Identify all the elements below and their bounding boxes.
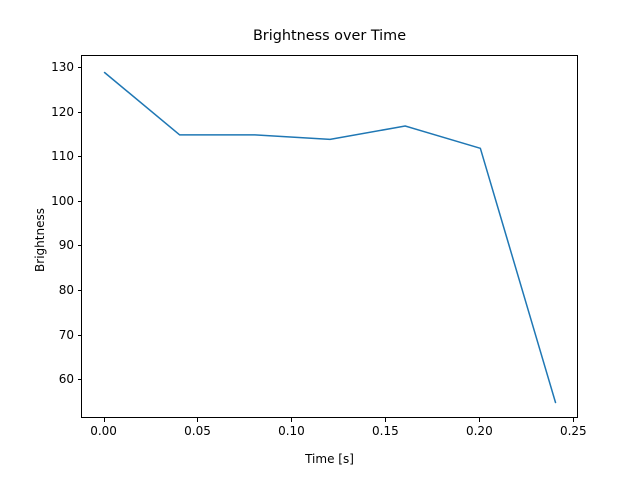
y-tick-mark xyxy=(77,111,81,113)
y-axis-label-wrap: Brightness xyxy=(0,0,47,480)
chart-title: Brightness over Time xyxy=(252,28,407,44)
y-tick-label: 100 xyxy=(51,193,74,208)
x-tick-mark xyxy=(103,418,105,422)
x-tick-label: 0.05 xyxy=(184,424,211,438)
x-tick-label: 0.20 xyxy=(465,424,493,438)
y-tick-label: 110 xyxy=(51,149,74,164)
y-tick-label: 130 xyxy=(51,60,74,75)
x-tick-mark xyxy=(197,418,199,422)
x-tick-label: 0.00 xyxy=(90,424,117,438)
x-tick-label: 0.15 xyxy=(372,424,399,438)
y-tick-mark xyxy=(77,245,81,247)
y-axis-label: Brightness xyxy=(33,208,47,272)
x-tick-label: 0.25 xyxy=(559,424,587,438)
y-tick-mark xyxy=(77,200,81,202)
y-tick-label: 80 xyxy=(58,283,74,297)
y-tick-label: 60 xyxy=(58,372,74,387)
x-axis-label: Time [s] xyxy=(305,452,354,466)
y-tick-mark xyxy=(77,156,81,158)
y-tick-label: 120 xyxy=(51,104,74,119)
y-tick-mark xyxy=(77,290,81,291)
x-tick-mark xyxy=(291,418,293,422)
y-tick-mark xyxy=(77,334,81,336)
brightness-line-series xyxy=(103,71,557,404)
plot-axes xyxy=(81,55,578,418)
y-tick-label: 70 xyxy=(58,327,74,342)
x-tick-label-group: 0.00 0.05 0.10 0.15 0.20 0.25 xyxy=(0,424,640,444)
x-tick-mark xyxy=(479,418,481,422)
y-tick-label: 90 xyxy=(58,238,74,253)
plot-line-svg xyxy=(103,71,557,404)
y-tick-mark xyxy=(77,67,81,69)
x-tick-label: 0.10 xyxy=(278,424,305,438)
x-tick-mark xyxy=(573,418,575,422)
x-tick-mark xyxy=(385,418,387,422)
y-tick-mark xyxy=(77,379,81,381)
